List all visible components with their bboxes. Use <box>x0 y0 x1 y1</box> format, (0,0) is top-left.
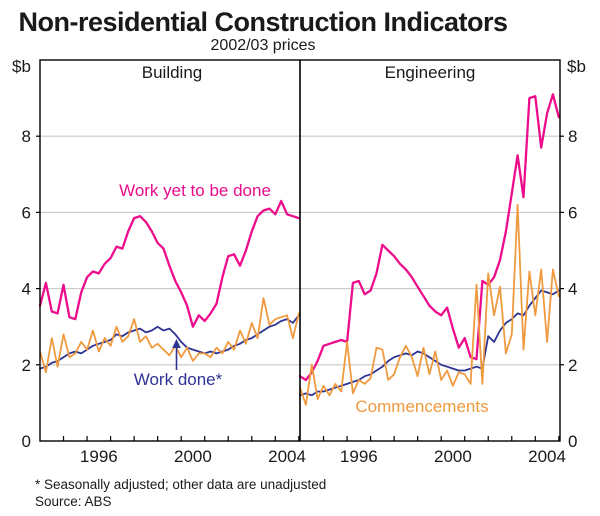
series-label-work-yet-to-be-done: Work yet to be done <box>119 181 271 200</box>
footnote: * Seasonally adjusted; other data are un… <box>35 477 327 492</box>
y-axis-unit-right: $b <box>567 57 586 76</box>
svg-text:8: 8 <box>568 127 577 146</box>
svg-text:1996: 1996 <box>340 447 378 466</box>
svg-text:2000: 2000 <box>434 447 472 466</box>
svg-text:4: 4 <box>22 280 31 299</box>
svg-text:2: 2 <box>568 356 577 375</box>
series-label-work-done: Work done* <box>133 370 223 389</box>
svg-text:2004: 2004 <box>268 447 306 466</box>
panel-title-building: Building <box>141 63 203 82</box>
svg-text:0: 0 <box>22 432 31 451</box>
source-note: Source: ABS <box>35 494 112 509</box>
series-label-commencements: Commencements <box>355 397 489 416</box>
svg-text:8: 8 <box>22 127 31 146</box>
svg-text:4: 4 <box>568 280 577 299</box>
svg-text:2000: 2000 <box>174 447 212 466</box>
y-axis-unit-left: $b <box>12 57 31 76</box>
work-done-arrow-icon <box>171 339 182 370</box>
svg-text:6: 6 <box>568 203 577 222</box>
svg-text:2: 2 <box>22 356 31 375</box>
svg-text:0: 0 <box>568 432 577 451</box>
page-title: Non-residential Construction Indicators <box>18 7 508 37</box>
panel-title-engineering: Engineering <box>384 63 476 82</box>
svg-text:6: 6 <box>22 203 31 222</box>
chart-subtitle: 2002/03 prices <box>210 37 316 54</box>
svg-text:1996: 1996 <box>80 447 118 466</box>
svg-text:2004: 2004 <box>528 447 566 466</box>
